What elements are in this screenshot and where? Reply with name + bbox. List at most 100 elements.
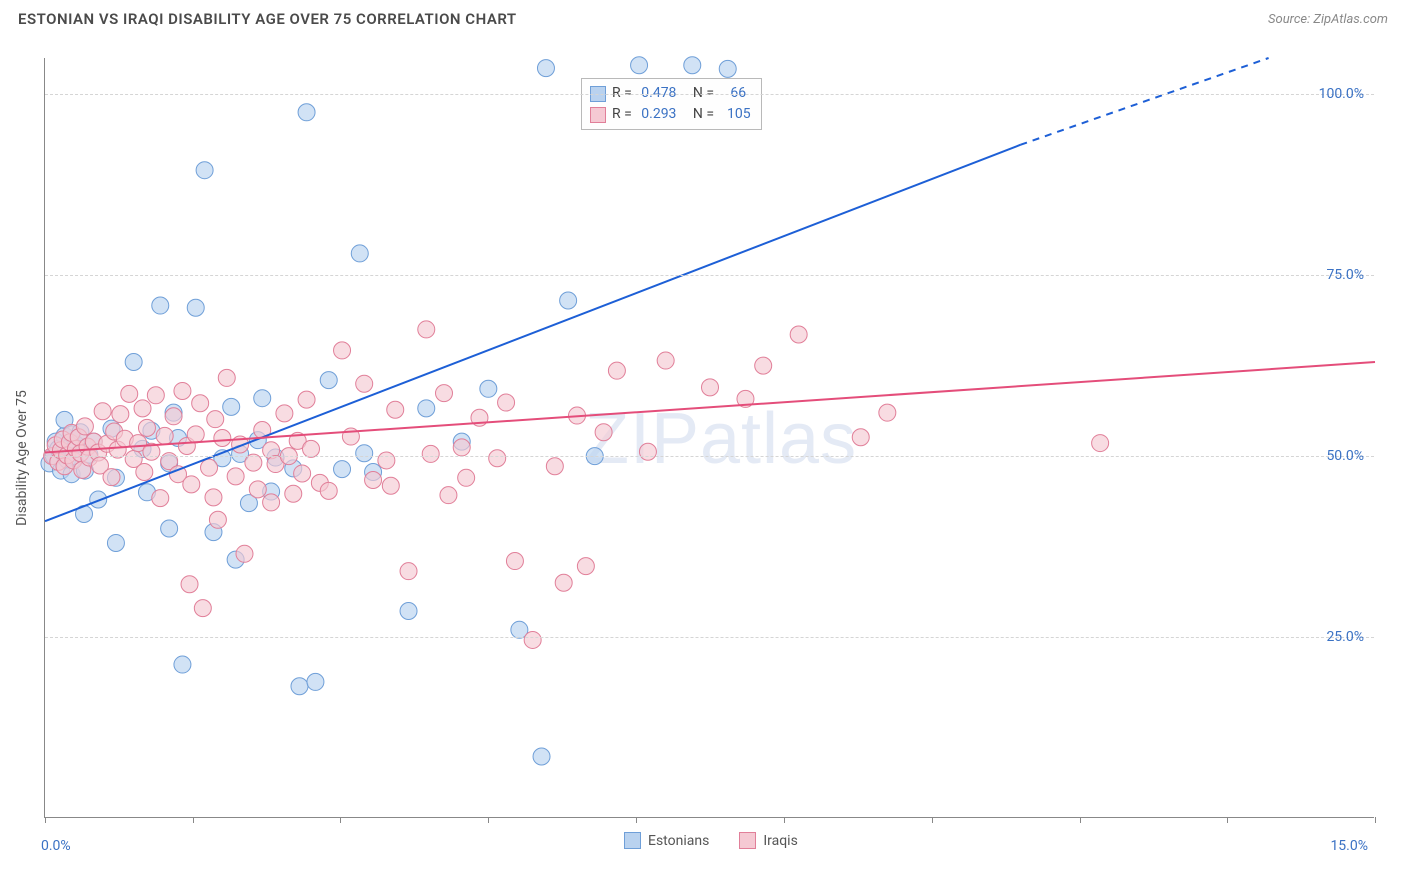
- x-tick: [784, 817, 785, 823]
- data-point: [351, 245, 368, 262]
- plot-svg: [45, 58, 1374, 817]
- data-point: [194, 600, 211, 617]
- gridline: [45, 456, 1374, 457]
- data-point: [400, 602, 417, 619]
- data-point: [546, 458, 563, 475]
- data-point: [320, 372, 337, 389]
- data-point: [533, 748, 550, 765]
- legend-swatch: [624, 832, 641, 849]
- chart-title: ESTONIAN VS IRAQI DISABILITY AGE OVER 75…: [18, 10, 517, 28]
- trend-line: [45, 362, 1375, 452]
- bottom-legend: EstoniansIraqis: [624, 832, 798, 849]
- data-point: [702, 379, 719, 396]
- data-point: [608, 362, 625, 379]
- stats-r-value: 0.293: [641, 104, 676, 125]
- data-point: [387, 401, 404, 418]
- data-point: [489, 450, 506, 467]
- data-point: [276, 405, 293, 422]
- data-point: [879, 404, 896, 421]
- data-point: [103, 469, 120, 486]
- data-point: [263, 494, 280, 511]
- stats-r-label: R =: [612, 104, 635, 125]
- data-point: [183, 476, 200, 493]
- data-point: [207, 411, 224, 428]
- data-point: [136, 464, 153, 481]
- gridline: [45, 275, 1374, 276]
- plot-area: ZIPatlas R = 0.478 N = 66R = 0.293 N = 1…: [44, 58, 1374, 818]
- y-tick-label: 75.0%: [1326, 267, 1364, 283]
- data-point: [790, 326, 807, 343]
- y-tick-label: 25.0%: [1326, 629, 1364, 645]
- data-point: [147, 387, 164, 404]
- x-tick: [1080, 817, 1081, 823]
- data-point: [152, 297, 169, 314]
- legend-label: Iraqis: [763, 833, 797, 849]
- data-point: [631, 57, 648, 74]
- data-point: [285, 485, 302, 502]
- data-point: [595, 424, 612, 441]
- data-point: [719, 60, 736, 77]
- data-point: [90, 491, 107, 508]
- data-point: [152, 490, 169, 507]
- x-tick-label-lo: 0.0%: [41, 838, 71, 854]
- data-point: [684, 57, 701, 74]
- data-point: [121, 385, 138, 402]
- data-point: [249, 481, 266, 498]
- data-point: [174, 382, 191, 399]
- x-tick: [488, 817, 489, 823]
- data-point: [223, 398, 240, 415]
- trend-line: [45, 145, 1020, 521]
- x-tick: [1375, 817, 1376, 823]
- data-point: [214, 430, 231, 447]
- data-point: [436, 385, 453, 402]
- data-point: [138, 419, 155, 436]
- stats-box: R = 0.478 N = 66R = 0.293 N = 105: [581, 78, 762, 130]
- data-point: [303, 440, 320, 457]
- data-point: [291, 678, 308, 695]
- data-point: [201, 459, 218, 476]
- stats-n-value: 105: [723, 104, 750, 125]
- data-point: [453, 439, 470, 456]
- stats-swatch: [590, 107, 606, 123]
- data-point: [1092, 435, 1109, 452]
- trend-line-dashed: [1020, 58, 1268, 145]
- data-point: [298, 391, 315, 408]
- data-point: [506, 553, 523, 570]
- data-point: [657, 352, 674, 369]
- x-tick: [1227, 817, 1228, 823]
- data-point: [227, 468, 244, 485]
- data-point: [94, 403, 111, 420]
- stats-row: R = 0.293 N = 105: [590, 104, 751, 125]
- data-point: [165, 408, 182, 425]
- chart-container: Disability Age Over 75 ZIPatlas R = 0.47…: [0, 38, 1406, 858]
- data-point: [555, 574, 572, 591]
- data-point: [209, 511, 226, 528]
- data-point: [334, 461, 351, 478]
- stats-n-label: N =: [682, 104, 717, 125]
- data-point: [174, 656, 191, 673]
- data-point: [156, 427, 173, 444]
- data-point: [196, 162, 213, 179]
- data-point: [161, 520, 178, 537]
- title-bar: ESTONIAN VS IRAQI DISABILITY AGE OVER 75…: [0, 0, 1406, 36]
- data-point: [356, 375, 373, 392]
- data-point: [458, 469, 475, 486]
- data-point: [187, 426, 204, 443]
- y-tick-label: 100.0%: [1319, 86, 1364, 102]
- data-point: [498, 394, 515, 411]
- legend-item: Iraqis: [739, 832, 797, 849]
- data-point: [560, 292, 577, 309]
- data-point: [205, 489, 222, 506]
- data-point: [382, 477, 399, 494]
- data-point: [418, 400, 435, 417]
- data-point: [639, 443, 656, 460]
- data-point: [378, 452, 395, 469]
- data-point: [480, 380, 497, 397]
- y-tick-label: 50.0%: [1326, 448, 1364, 464]
- x-tick: [340, 817, 341, 823]
- data-point: [107, 534, 124, 551]
- data-point: [320, 482, 337, 499]
- data-point: [112, 406, 129, 423]
- gridline: [45, 637, 1374, 638]
- data-point: [524, 631, 541, 648]
